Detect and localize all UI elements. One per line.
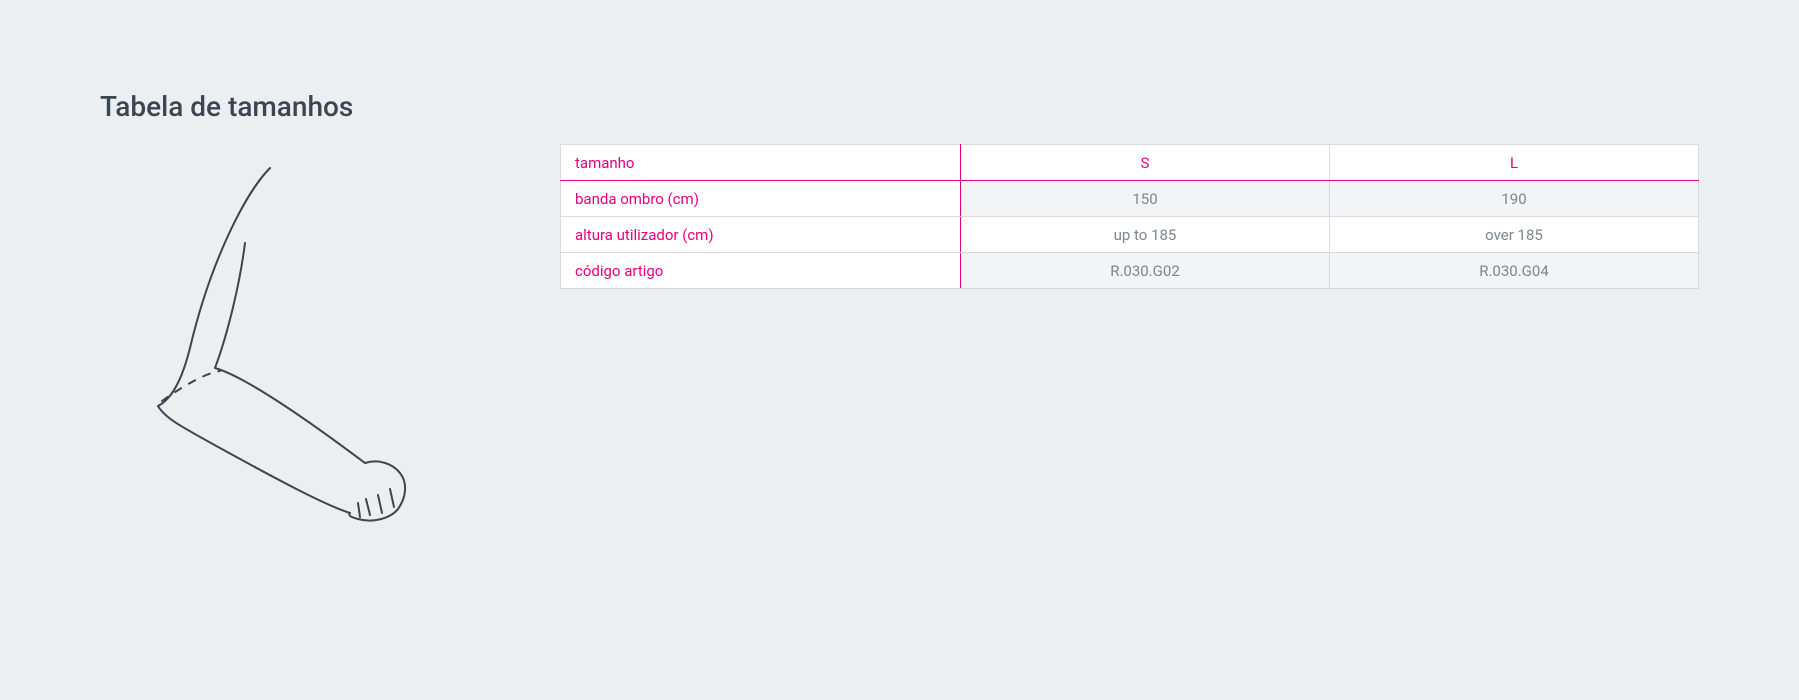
row-value: R.030.G04 <box>1330 253 1699 289</box>
right-column: tamanho S L banda ombro (cm) 150 190 alt… <box>560 90 1699 543</box>
table-row: altura utilizador (cm) up to 185 over 18… <box>561 217 1699 253</box>
layout-container: Tabela de tamanhos <box>100 90 1699 543</box>
page-title: Tabela de tamanhos <box>100 90 560 123</box>
left-column: Tabela de tamanhos <box>100 90 560 543</box>
header-label-cell: tamanho <box>561 145 961 181</box>
size-table: tamanho S L banda ombro (cm) 150 190 alt… <box>560 144 1699 289</box>
size-header-l: L <box>1330 145 1699 181</box>
row-label: altura utilizador (cm) <box>561 217 961 253</box>
row-value: over 185 <box>1330 217 1699 253</box>
table-row: código artigo R.030.G02 R.030.G04 <box>561 253 1699 289</box>
row-label: código artigo <box>561 253 961 289</box>
arm-illustration-icon <box>150 163 430 543</box>
row-value: 190 <box>1330 181 1699 217</box>
table-header-row: tamanho S L <box>561 145 1699 181</box>
row-value: up to 185 <box>961 217 1330 253</box>
row-label: banda ombro (cm) <box>561 181 961 217</box>
row-value: R.030.G02 <box>961 253 1330 289</box>
table-row: banda ombro (cm) 150 190 <box>561 181 1699 217</box>
size-header-s: S <box>961 145 1330 181</box>
row-value: 150 <box>961 181 1330 217</box>
